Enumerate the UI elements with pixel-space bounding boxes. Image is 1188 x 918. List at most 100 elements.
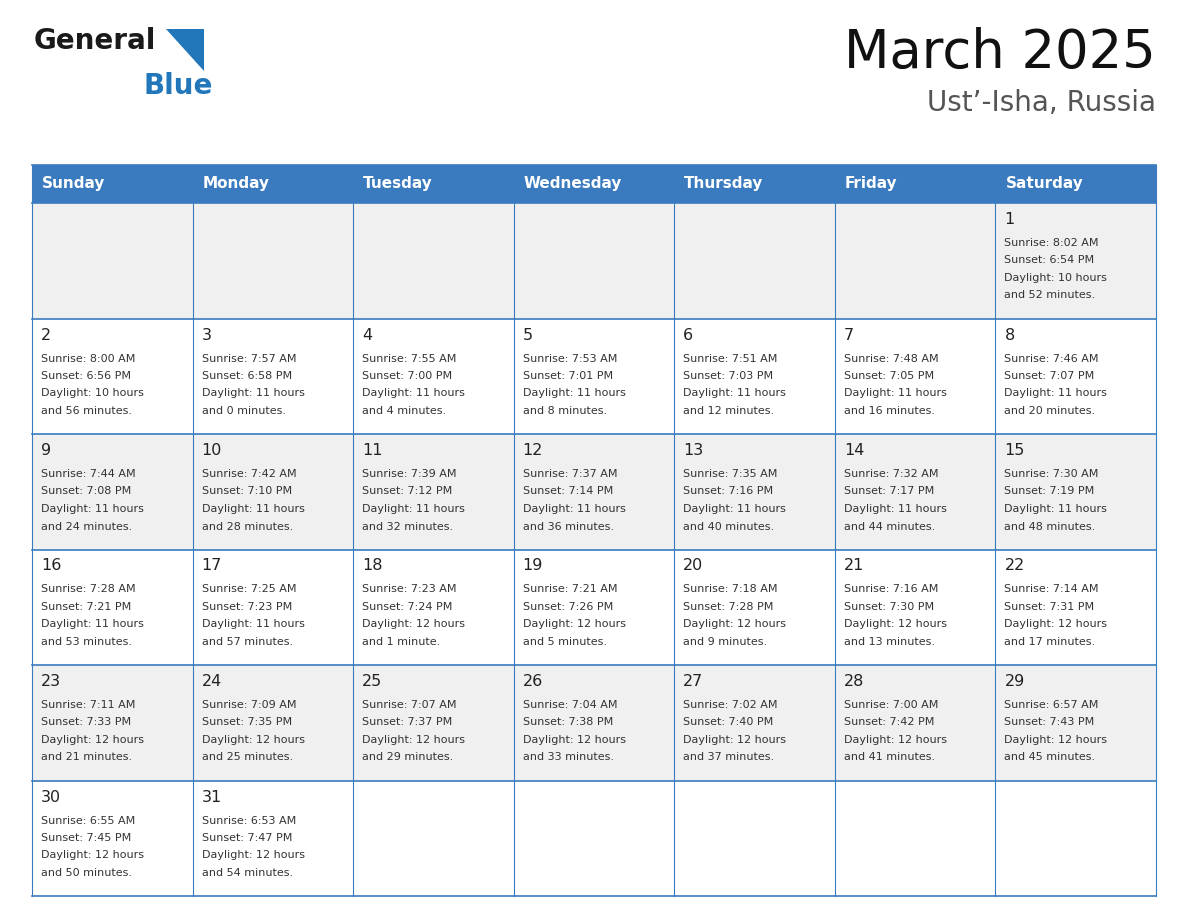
Text: 2: 2 bbox=[42, 328, 51, 342]
Text: Daylight: 12 hours: Daylight: 12 hours bbox=[683, 735, 786, 745]
Bar bbox=[32, 203, 192, 319]
Text: Sunrise: 7:51 AM: Sunrise: 7:51 AM bbox=[683, 353, 778, 364]
Text: Sunrise: 7:57 AM: Sunrise: 7:57 AM bbox=[202, 353, 296, 364]
Text: Sunrise: 7:37 AM: Sunrise: 7:37 AM bbox=[523, 469, 618, 479]
Text: and 54 minutes.: and 54 minutes. bbox=[202, 868, 292, 878]
Text: Sunrise: 7:42 AM: Sunrise: 7:42 AM bbox=[202, 469, 296, 479]
Bar bbox=[996, 434, 1156, 550]
Text: Sunset: 7:03 PM: Sunset: 7:03 PM bbox=[683, 371, 773, 381]
Bar bbox=[513, 550, 675, 665]
Text: and 41 minutes.: and 41 minutes. bbox=[843, 753, 935, 763]
Text: Wednesday: Wednesday bbox=[524, 176, 623, 192]
Text: Sunset: 7:16 PM: Sunset: 7:16 PM bbox=[683, 487, 773, 497]
Bar bbox=[835, 780, 996, 896]
Text: Sunset: 7:28 PM: Sunset: 7:28 PM bbox=[683, 602, 773, 612]
Text: and 9 minutes.: and 9 minutes. bbox=[683, 637, 767, 647]
Text: Sunset: 7:45 PM: Sunset: 7:45 PM bbox=[42, 833, 131, 843]
Text: 1: 1 bbox=[1004, 212, 1015, 227]
Text: Daylight: 11 hours: Daylight: 11 hours bbox=[1004, 504, 1107, 514]
Text: Daylight: 11 hours: Daylight: 11 hours bbox=[362, 388, 465, 398]
Bar bbox=[996, 319, 1156, 434]
Text: 3: 3 bbox=[202, 328, 211, 342]
Bar bbox=[32, 165, 192, 203]
Text: Sunrise: 7:55 AM: Sunrise: 7:55 AM bbox=[362, 353, 456, 364]
Bar bbox=[32, 550, 192, 665]
Text: Daylight: 11 hours: Daylight: 11 hours bbox=[683, 388, 786, 398]
Text: Sunset: 7:17 PM: Sunset: 7:17 PM bbox=[843, 487, 934, 497]
Text: 10: 10 bbox=[202, 443, 222, 458]
Text: Sunrise: 7:35 AM: Sunrise: 7:35 AM bbox=[683, 469, 778, 479]
Text: Daylight: 12 hours: Daylight: 12 hours bbox=[1004, 620, 1107, 630]
Text: and 52 minutes.: and 52 minutes. bbox=[1004, 290, 1095, 300]
Text: Daylight: 11 hours: Daylight: 11 hours bbox=[362, 504, 465, 514]
Text: 9: 9 bbox=[42, 443, 51, 458]
Text: Daylight: 11 hours: Daylight: 11 hours bbox=[202, 620, 304, 630]
Text: Daylight: 12 hours: Daylight: 12 hours bbox=[42, 850, 144, 860]
Text: and 36 minutes.: and 36 minutes. bbox=[523, 521, 614, 532]
Bar bbox=[513, 665, 675, 780]
Bar bbox=[513, 780, 675, 896]
Text: Daylight: 11 hours: Daylight: 11 hours bbox=[42, 620, 144, 630]
Text: Sunset: 7:05 PM: Sunset: 7:05 PM bbox=[843, 371, 934, 381]
Text: Sunrise: 7:32 AM: Sunrise: 7:32 AM bbox=[843, 469, 939, 479]
Text: Daylight: 12 hours: Daylight: 12 hours bbox=[1004, 735, 1107, 745]
Text: Sunset: 7:30 PM: Sunset: 7:30 PM bbox=[843, 602, 934, 612]
Text: Sunrise: 7:18 AM: Sunrise: 7:18 AM bbox=[683, 585, 778, 595]
Text: 29: 29 bbox=[1004, 674, 1025, 689]
Bar bbox=[192, 434, 353, 550]
Text: and 8 minutes.: and 8 minutes. bbox=[523, 406, 607, 416]
Text: Friday: Friday bbox=[845, 176, 897, 192]
Bar bbox=[192, 165, 353, 203]
Text: 5: 5 bbox=[523, 328, 533, 342]
Text: Ust’-Isha, Russia: Ust’-Isha, Russia bbox=[927, 89, 1156, 117]
Text: Daylight: 12 hours: Daylight: 12 hours bbox=[202, 735, 304, 745]
Bar bbox=[675, 665, 835, 780]
Text: and 37 minutes.: and 37 minutes. bbox=[683, 753, 775, 763]
Text: Sunrise: 8:00 AM: Sunrise: 8:00 AM bbox=[42, 353, 135, 364]
Text: 19: 19 bbox=[523, 558, 543, 574]
Bar bbox=[675, 319, 835, 434]
Text: 22: 22 bbox=[1004, 558, 1025, 574]
Text: Sunrise: 6:55 AM: Sunrise: 6:55 AM bbox=[42, 815, 135, 825]
Bar bbox=[675, 165, 835, 203]
Text: Sunset: 7:43 PM: Sunset: 7:43 PM bbox=[1004, 718, 1094, 727]
Text: and 44 minutes.: and 44 minutes. bbox=[843, 521, 935, 532]
Text: Sunset: 6:56 PM: Sunset: 6:56 PM bbox=[42, 371, 131, 381]
Text: Sunset: 7:37 PM: Sunset: 7:37 PM bbox=[362, 718, 453, 727]
Text: Sunrise: 7:28 AM: Sunrise: 7:28 AM bbox=[42, 585, 135, 595]
Text: Sunrise: 8:02 AM: Sunrise: 8:02 AM bbox=[1004, 238, 1099, 248]
Text: Sunset: 7:12 PM: Sunset: 7:12 PM bbox=[362, 487, 453, 497]
Text: Sunset: 7:47 PM: Sunset: 7:47 PM bbox=[202, 833, 292, 843]
Bar bbox=[675, 434, 835, 550]
Text: 31: 31 bbox=[202, 789, 222, 804]
Text: Daylight: 12 hours: Daylight: 12 hours bbox=[362, 735, 466, 745]
Text: Thursday: Thursday bbox=[684, 176, 764, 192]
Text: Sunset: 7:35 PM: Sunset: 7:35 PM bbox=[202, 718, 292, 727]
Bar bbox=[675, 780, 835, 896]
Text: Sunrise: 7:30 AM: Sunrise: 7:30 AM bbox=[1004, 469, 1099, 479]
Polygon shape bbox=[166, 29, 204, 71]
Text: 26: 26 bbox=[523, 674, 543, 689]
Text: Tuesday: Tuesday bbox=[364, 176, 432, 192]
Text: Sunrise: 7:04 AM: Sunrise: 7:04 AM bbox=[523, 700, 618, 710]
Text: and 40 minutes.: and 40 minutes. bbox=[683, 521, 775, 532]
Text: and 25 minutes.: and 25 minutes. bbox=[202, 753, 292, 763]
Text: 21: 21 bbox=[843, 558, 864, 574]
Text: and 50 minutes.: and 50 minutes. bbox=[42, 868, 132, 878]
Bar bbox=[675, 550, 835, 665]
Bar bbox=[353, 203, 513, 319]
Bar bbox=[513, 434, 675, 550]
Text: Daylight: 11 hours: Daylight: 11 hours bbox=[843, 504, 947, 514]
Text: Sunrise: 7:02 AM: Sunrise: 7:02 AM bbox=[683, 700, 778, 710]
Text: 23: 23 bbox=[42, 674, 61, 689]
Bar bbox=[353, 319, 513, 434]
Text: Daylight: 12 hours: Daylight: 12 hours bbox=[42, 735, 144, 745]
Text: Sunrise: 7:11 AM: Sunrise: 7:11 AM bbox=[42, 700, 135, 710]
Text: Sunset: 7:08 PM: Sunset: 7:08 PM bbox=[42, 487, 131, 497]
Text: and 48 minutes.: and 48 minutes. bbox=[1004, 521, 1095, 532]
Text: and 4 minutes.: and 4 minutes. bbox=[362, 406, 447, 416]
Text: Sunset: 7:23 PM: Sunset: 7:23 PM bbox=[202, 602, 292, 612]
Text: Sunrise: 7:07 AM: Sunrise: 7:07 AM bbox=[362, 700, 456, 710]
Text: and 33 minutes.: and 33 minutes. bbox=[523, 753, 614, 763]
Bar bbox=[996, 780, 1156, 896]
